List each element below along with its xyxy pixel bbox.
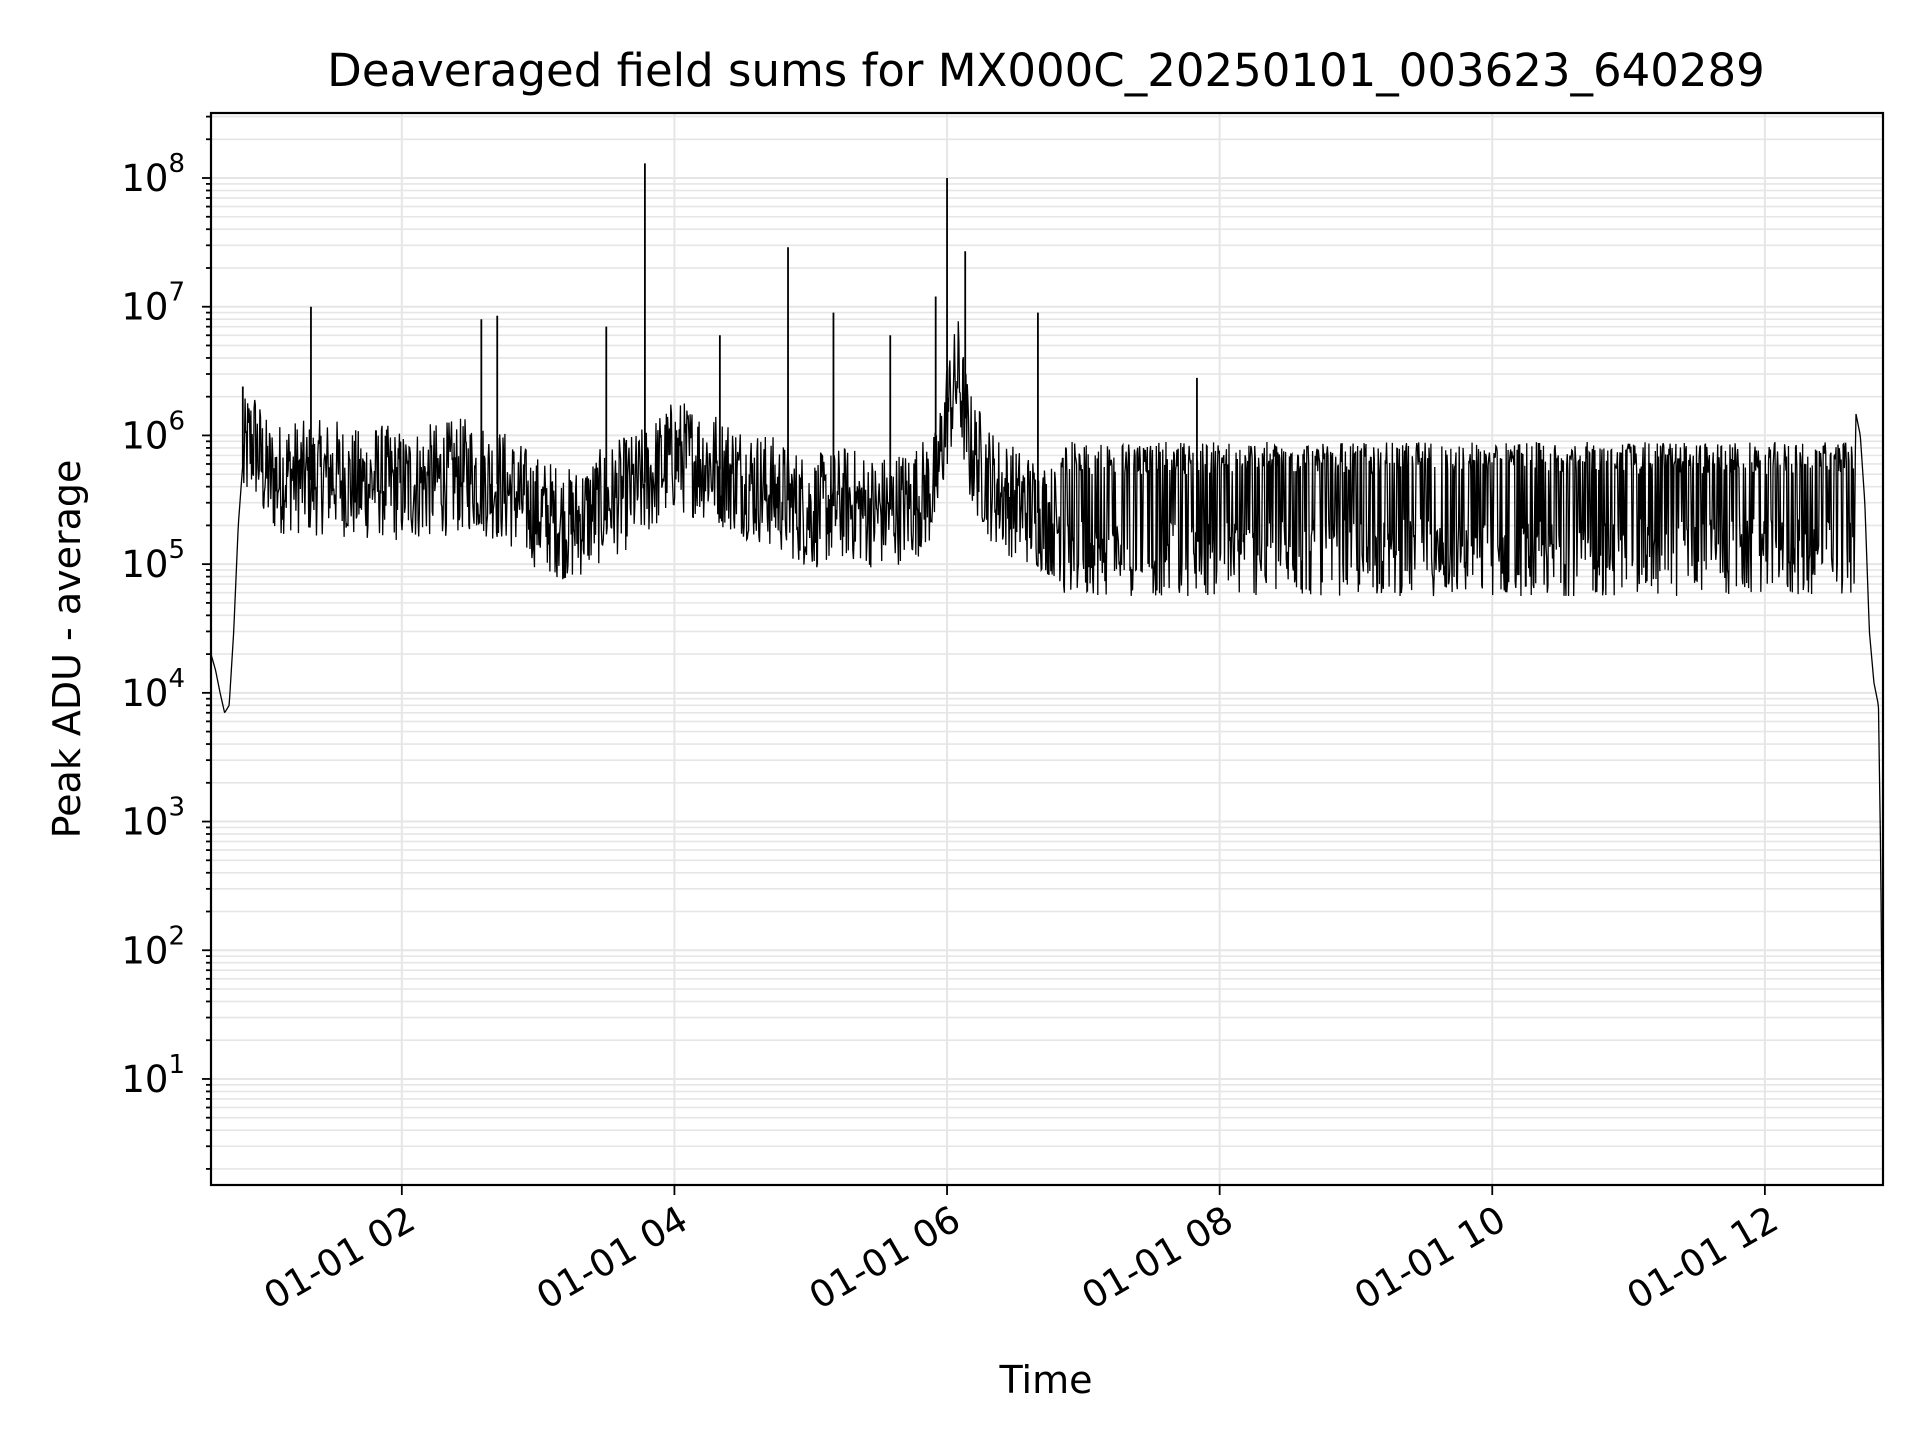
- series-line: [210, 321, 1884, 1131]
- y-tick-exponent: 7: [168, 278, 185, 308]
- y-tick-label: 101: [121, 1050, 185, 1101]
- data-series: [210, 163, 1884, 1131]
- y-tick-base: 10: [121, 801, 168, 844]
- y-tick-base: 10: [121, 929, 168, 972]
- y-tick-base: 10: [121, 414, 168, 457]
- y-tick-exponent: 6: [168, 406, 185, 436]
- y-tick-label: 105: [121, 535, 185, 586]
- plot-frame: [209, 111, 1885, 1187]
- y-tick-base: 10: [121, 286, 168, 329]
- y-tick-exponent: 4: [168, 664, 185, 694]
- y-tick-base: 10: [121, 672, 168, 715]
- y-tick-base: 10: [121, 1058, 168, 1101]
- y-axis-label: Peak ADU - average: [45, 460, 89, 839]
- y-tick-label: 102: [121, 921, 185, 972]
- y-tick-base: 10: [121, 157, 168, 200]
- y-tick-exponent: 5: [168, 535, 185, 565]
- y-tick-label: 104: [121, 664, 185, 715]
- y-tick-label: 107: [121, 278, 185, 329]
- y-tick-label: 106: [121, 406, 185, 457]
- y-tick-label: 103: [121, 793, 185, 844]
- y-tick-label: 108: [121, 149, 185, 200]
- y-tick-exponent: 2: [168, 921, 185, 951]
- y-tick-base: 10: [121, 543, 168, 586]
- y-tick-exponent: 8: [168, 149, 185, 179]
- grid-lines: [211, 113, 1883, 1185]
- x-axis-label: Time: [999, 1358, 1093, 1402]
- chart-title: Deaveraged field sums for MX000C_2025010…: [327, 44, 1765, 97]
- y-tick-exponent: 3: [168, 793, 185, 823]
- y-tick-exponent: 1: [168, 1050, 185, 1080]
